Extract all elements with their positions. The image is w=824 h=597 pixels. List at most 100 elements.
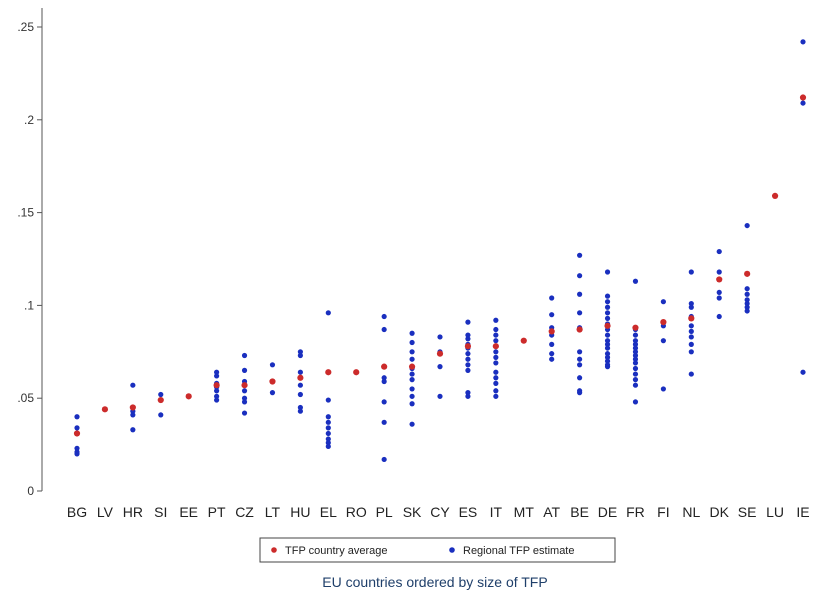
regional-tfp-point: [493, 349, 499, 355]
country-average-point: [716, 276, 723, 283]
regional-tfp-point: [577, 362, 583, 368]
regional-tfp-point: [493, 380, 499, 386]
country-average-point: [492, 343, 499, 350]
x-category-label: DE: [598, 504, 617, 520]
regional-tfp-point: [604, 299, 611, 305]
regional-tfp-point: [716, 289, 722, 296]
regional-tfp-point: [660, 338, 666, 344]
regional-tfp-point: [465, 362, 471, 368]
country-average-point: [101, 406, 109, 413]
regional-tfp-point: [632, 349, 639, 355]
regional-tfp-point: [409, 386, 415, 392]
regional-tfp-point: [632, 399, 639, 405]
regional-tfp-point: [744, 222, 750, 229]
regional-tfp-point: [577, 252, 583, 258]
regional-tfp-point: [632, 338, 639, 344]
y-tick-label: .1: [24, 298, 34, 312]
regional-tfp-point: [381, 456, 387, 463]
x-category-label: AT: [543, 504, 560, 520]
regional-tfp-point: [74, 414, 80, 420]
regional-tfp-point: [632, 356, 639, 362]
regional-tfp-point: [465, 319, 471, 325]
regional-tfp-point: [465, 393, 471, 399]
x-category-label: EL: [320, 504, 337, 520]
regional-tfp-point: [493, 317, 499, 323]
country-average-point: [269, 378, 276, 385]
regional-tfp-point: [716, 269, 722, 275]
regional-tfp-point: [604, 364, 611, 370]
regional-tfp-point: [632, 371, 639, 377]
x-category-label: EE: [179, 504, 198, 520]
regional-tfp-point: [632, 352, 639, 359]
regional-tfp-point: [297, 352, 303, 359]
regional-tfp-point: [325, 419, 331, 425]
regional-tfp-point: [604, 315, 611, 321]
regional-tfp-point: [214, 397, 220, 403]
regional-tfp-point: [465, 351, 471, 357]
regional-tfp-point: [158, 412, 164, 418]
regional-tfp-point: [604, 310, 611, 316]
regional-tfp-point: [409, 393, 415, 399]
regional-tfp-point: [632, 278, 639, 284]
regional-tfp-point: [604, 304, 611, 310]
regional-tfp-point: [744, 286, 750, 292]
regional-tfp-point: [493, 393, 499, 399]
regional-tfp-point: [688, 341, 694, 347]
regional-tfp-point: [604, 332, 611, 338]
regional-tfp-point: [493, 354, 499, 360]
x-category-label: SE: [738, 504, 757, 520]
legend-country-average-label: TFP country average: [285, 545, 388, 557]
regional-tfp-point: [130, 412, 136, 418]
regional-tfp-point: [604, 351, 611, 357]
regional-tfp-point: [409, 349, 415, 355]
regional-tfp-point: [437, 364, 443, 370]
regional-tfp-point: [241, 410, 248, 416]
regional-tfp-point: [604, 269, 611, 275]
country-average-point: [799, 94, 807, 101]
regional-tfp-point: [688, 328, 694, 334]
regional-tfp-point: [632, 345, 639, 351]
x-category-label: IT: [490, 504, 503, 520]
regional-tfp-point: [688, 323, 694, 329]
regional-tfp-point: [130, 427, 136, 433]
regional-tfp-point: [688, 304, 694, 310]
regional-tfp-point: [632, 377, 639, 383]
country-average-point: [604, 322, 611, 329]
regional-tfp-point: [74, 451, 80, 457]
regional-tfp-point: [381, 313, 387, 320]
x-category-label: DK: [710, 504, 730, 520]
x-category-label: PL: [376, 504, 393, 520]
country-average-point: [688, 315, 695, 322]
regional-tfp-point: [465, 356, 471, 362]
regional-tfp-point: [493, 360, 499, 366]
regional-tfp-point: [409, 371, 415, 377]
x-category-label: ES: [459, 504, 478, 520]
x-category-label: IE: [796, 504, 809, 520]
legend-country-average-marker: [271, 547, 277, 553]
regional-tfp-point: [465, 367, 471, 373]
regional-tfp-point: [409, 377, 415, 383]
y-tick-label: .2: [24, 113, 34, 127]
regional-tfp-point: [381, 326, 387, 333]
regional-tfp-point: [660, 386, 666, 392]
regional-tfp-point: [409, 421, 415, 427]
regional-tfp-point: [325, 430, 331, 437]
country-average-point: [436, 350, 444, 357]
x-category-label: RO: [346, 504, 367, 520]
regional-tfp-point: [688, 334, 694, 340]
regional-tfp-point: [660, 299, 666, 305]
x-category-label: CZ: [235, 504, 254, 520]
country-average-point: [771, 192, 779, 199]
country-average-point: [632, 324, 639, 331]
regional-tfp-point: [381, 375, 387, 381]
x-category-label: MT: [514, 504, 535, 520]
regional-tfp-point: [214, 393, 220, 399]
regional-tfp-point: [241, 367, 248, 373]
regional-tfp-point: [325, 414, 331, 420]
regional-tfp-point: [577, 356, 583, 362]
regional-tfp-point: [325, 443, 331, 450]
country-average-point: [660, 319, 667, 326]
regional-tfp-point: [214, 388, 220, 394]
x-category-label: NL: [682, 504, 700, 520]
regional-tfp-point: [632, 332, 639, 338]
